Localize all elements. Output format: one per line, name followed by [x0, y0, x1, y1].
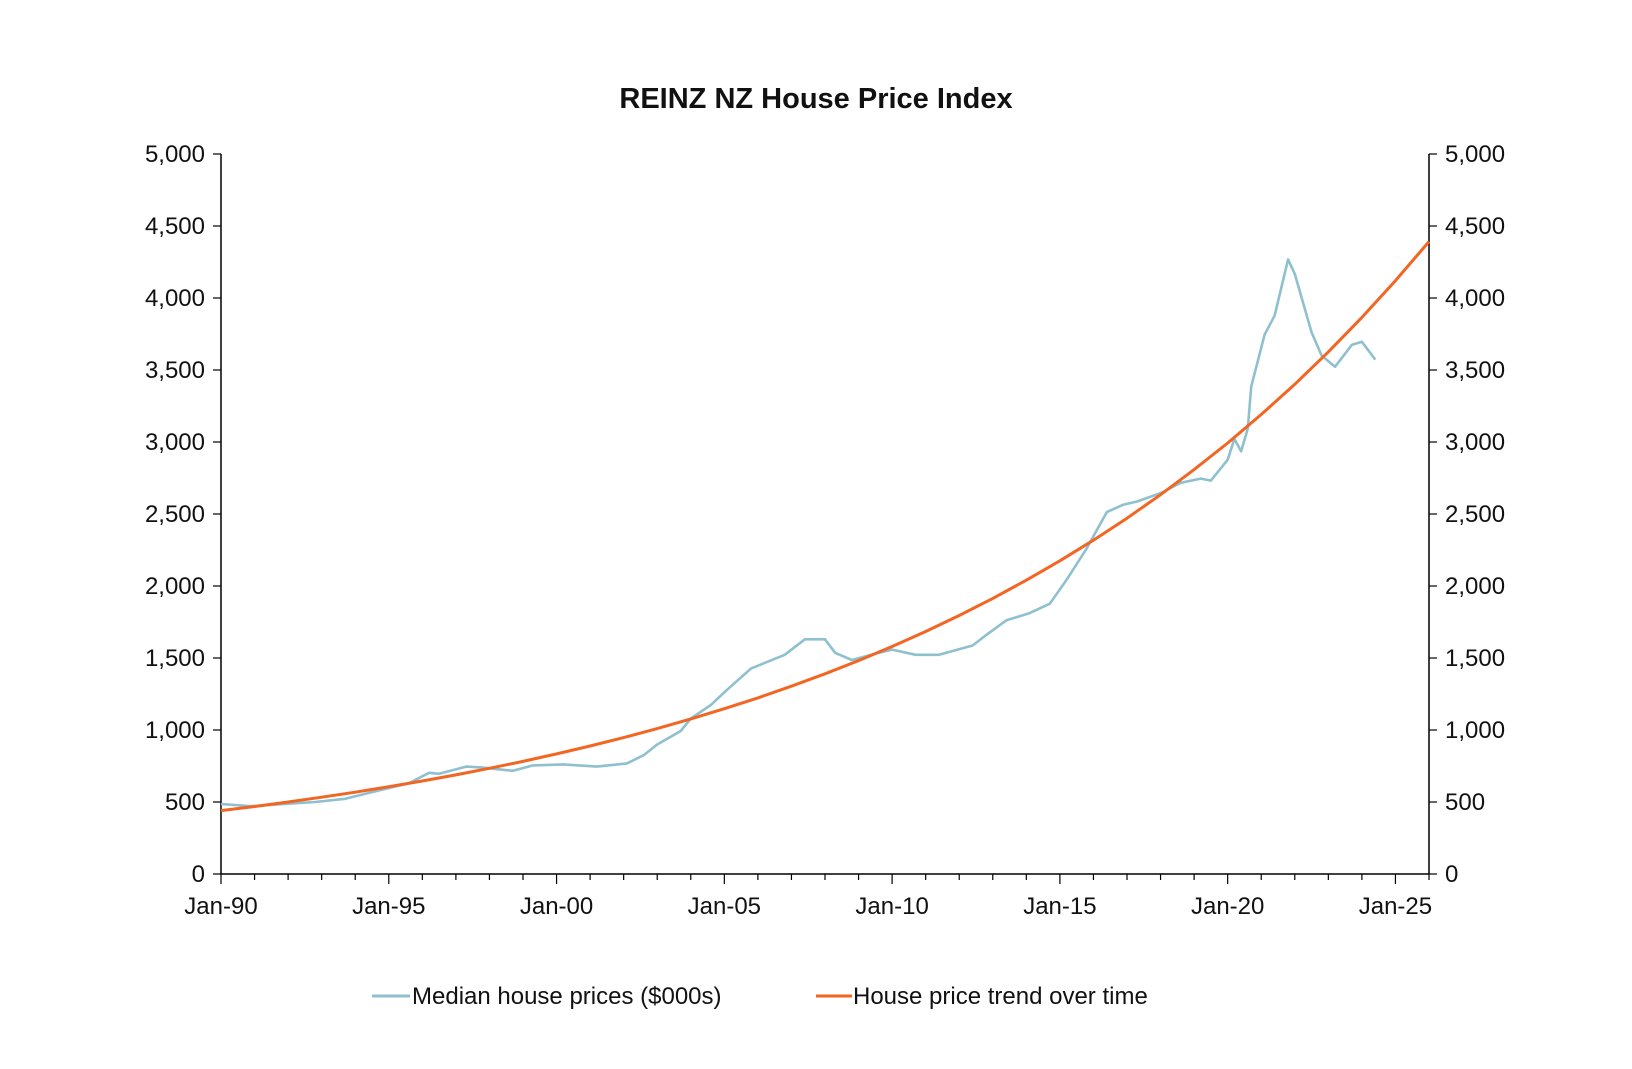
- x-tick-label: Jan-95: [352, 893, 425, 920]
- left-y-tick-label: 4,000: [145, 285, 205, 312]
- left-y-tick-label: 4,500: [145, 213, 205, 240]
- x-tick-label: Jan-20: [1191, 893, 1264, 920]
- right-y-tick-label: 4,000: [1445, 285, 1505, 312]
- x-tick-label: Jan-15: [1023, 893, 1096, 920]
- series-line-median-house-prices: [221, 259, 1375, 806]
- right-y-tick-label: 1,500: [1445, 645, 1505, 672]
- left-y-tick-label: 5,000: [145, 141, 205, 168]
- right-y-tick-label: 1,000: [1445, 717, 1505, 744]
- x-tick-label: Jan-00: [520, 893, 593, 920]
- x-tick-label: Jan-25: [1359, 893, 1432, 920]
- right-y-tick-label: 2,000: [1445, 573, 1505, 600]
- right-y-tick-label: 5,000: [1445, 141, 1505, 168]
- right-y-tick-label: 500: [1445, 789, 1485, 816]
- right-y-tick-label: 3,000: [1445, 429, 1505, 456]
- chart-title: REINZ NZ House Price Index: [619, 83, 1012, 115]
- left-y-tick-label: 3,000: [145, 429, 205, 456]
- left-y-tick-label: 1,000: [145, 717, 205, 744]
- x-tick-label: Jan-90: [184, 893, 257, 920]
- legend-label-trend: House price trend over time: [853, 983, 1148, 1010]
- left-y-tick-label: 2,500: [145, 501, 205, 528]
- right-y-tick-label: 2,500: [1445, 501, 1505, 528]
- series-line-house-price-trend: [221, 242, 1429, 811]
- legend: Median house prices ($000s) House price …: [372, 983, 1148, 1010]
- right-y-tick-label: 0: [1445, 861, 1458, 888]
- left-y-tick-label: 2,000: [145, 573, 205, 600]
- plot-lines: [221, 242, 1429, 811]
- x-tick-label: Jan-10: [855, 893, 928, 920]
- left-y-tick-label: 500: [165, 789, 205, 816]
- x-tick-label: Jan-05: [688, 893, 761, 920]
- left-y-tick-label: 3,500: [145, 357, 205, 384]
- axes: 0 0 500 500 1,000 1,000 1,500 1,500 2,000 2,000 2,…: [145, 141, 1505, 920]
- left-y-tick-label: 0: [192, 861, 205, 888]
- left-y-tick-label: 1,500: [145, 645, 205, 672]
- legend-label-median: Median house prices ($000s): [412, 983, 722, 1010]
- right-y-tick-label: 4,500: [1445, 213, 1505, 240]
- right-y-tick-label: 3,500: [1445, 357, 1505, 384]
